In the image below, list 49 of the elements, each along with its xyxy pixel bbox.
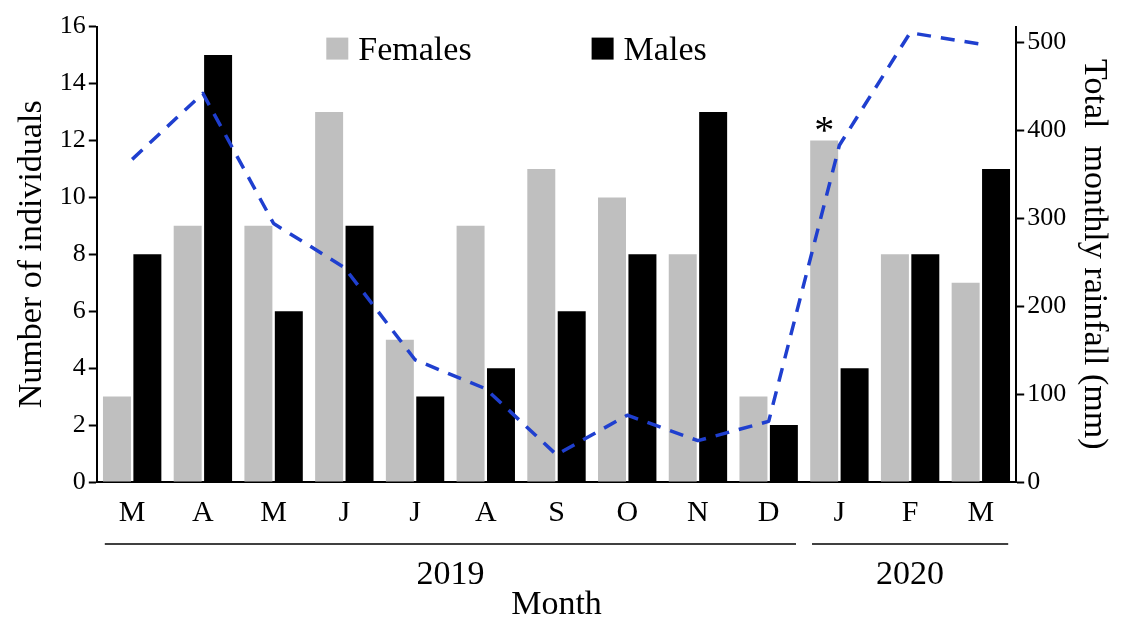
y2-tick-label: 200	[1027, 290, 1067, 319]
x-tick-label: N	[687, 493, 709, 527]
bar	[244, 225, 273, 482]
text: 2019	[416, 553, 485, 591]
x-axis-title: Month	[511, 583, 602, 621]
y-tick-label: 14	[59, 67, 86, 97]
y-tick-label: 0	[72, 465, 86, 495]
x-tick-label: J	[338, 493, 351, 527]
bar	[315, 111, 344, 482]
y-tick-label: 4	[72, 351, 86, 381]
bar	[880, 254, 909, 482]
x-tick-label: A	[192, 493, 215, 527]
x-tick-label: A	[474, 493, 497, 527]
bar	[456, 225, 485, 482]
bar	[527, 168, 556, 482]
bar	[173, 225, 202, 482]
text: 2020	[876, 553, 945, 591]
bar	[951, 282, 980, 482]
y2-tick-label: 400	[1027, 114, 1067, 144]
x-tick-label: F	[901, 493, 919, 527]
y2-tick-label: 500	[1027, 26, 1067, 56]
y-tick-label: 8	[72, 238, 86, 268]
y2-axis-title: Total monthly rainfall (mm)	[1076, 59, 1115, 450]
y2-tick-label: 100	[1027, 377, 1067, 407]
x-tick-label: M	[118, 493, 146, 527]
x-tick-label: J	[409, 493, 422, 527]
y-tick-label: 16	[59, 10, 86, 40]
y-tick-label: 12	[59, 124, 86, 154]
x-tick-label: J	[833, 493, 846, 527]
legend-label: Females	[358, 29, 472, 67]
bar	[102, 396, 131, 482]
x-tick-label: M	[260, 493, 287, 527]
y2-tick-label: 0	[1027, 465, 1041, 495]
bar	[598, 197, 627, 482]
bar	[668, 254, 697, 482]
legend-label: Males	[623, 29, 707, 67]
y-axis-title: Number of individuals	[11, 100, 49, 409]
y-tick-label: 6	[72, 295, 86, 325]
bar	[385, 339, 414, 482]
x-tick-label: D	[757, 493, 780, 527]
y-tick-label: 2	[72, 408, 86, 438]
y2-tick-label: 300	[1027, 202, 1067, 232]
x-tick-label: M	[967, 493, 995, 527]
x-tick-label: S	[548, 493, 565, 527]
y-tick-label: 10	[59, 181, 86, 211]
bar	[810, 140, 839, 482]
x-tick-label: O	[616, 493, 639, 527]
annotation: *	[814, 106, 835, 152]
bar	[739, 396, 768, 482]
